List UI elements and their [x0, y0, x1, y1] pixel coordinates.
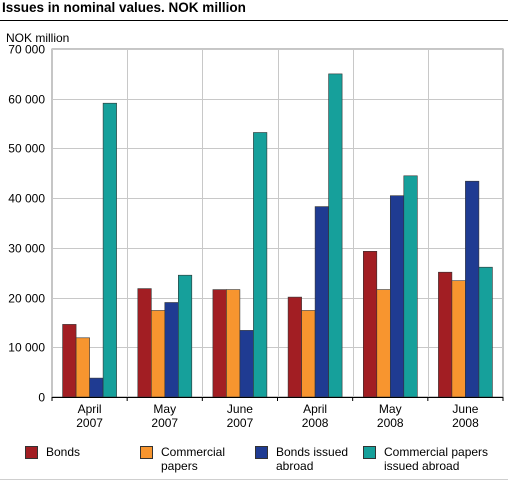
x-tick-label: 2008 — [302, 416, 329, 430]
bar — [438, 271, 453, 398]
y-axis-label: NOK million — [6, 31, 70, 45]
x-tick-label: 2007 — [227, 416, 254, 430]
bar — [287, 296, 302, 398]
x-tick-label: 2008 — [377, 416, 404, 430]
x-tick-label: April — [78, 402, 102, 416]
bar — [226, 289, 241, 398]
bar — [75, 337, 90, 398]
y-tick-label: 70 000 — [8, 43, 45, 57]
bar — [301, 310, 316, 398]
bar — [89, 377, 104, 398]
bar — [403, 175, 418, 398]
x-tick-label: June — [227, 402, 253, 416]
bar — [212, 289, 227, 398]
bar — [389, 195, 405, 398]
bar — [465, 180, 480, 398]
bar — [178, 274, 193, 398]
y-tick-label: 0 — [38, 391, 45, 405]
title-rule — [0, 20, 508, 21]
bar — [376, 289, 391, 398]
x-tick-label: April — [303, 402, 327, 416]
bar — [137, 288, 152, 398]
bar — [164, 302, 179, 398]
x-tick-label: 2007 — [76, 416, 103, 430]
y-tick-label: 40 000 — [8, 192, 45, 206]
x-tick-label: May — [379, 402, 402, 416]
bar — [478, 266, 493, 398]
bar — [253, 132, 268, 398]
x-tick-label: 2007 — [151, 416, 178, 430]
y-tick-label: 10 000 — [8, 341, 45, 355]
x-tick-label: May — [153, 402, 176, 416]
bar — [102, 102, 117, 398]
y-tick-label: 30 000 — [8, 242, 45, 256]
x-tick-label: June — [452, 402, 478, 416]
bar — [151, 310, 166, 398]
bottom-rule — [0, 479, 508, 480]
bar — [239, 330, 254, 398]
bar — [328, 73, 343, 398]
bar — [62, 324, 77, 398]
bar — [314, 206, 329, 398]
bar — [451, 280, 466, 398]
x-tick-label: 2008 — [452, 416, 479, 430]
chart-title: Issues in nominal values. NOK million — [2, 0, 246, 15]
y-tick-label: 50 000 — [8, 142, 45, 156]
plot-frame — [51, 48, 504, 398]
bar — [362, 251, 378, 398]
y-tick-label: 20 000 — [8, 292, 45, 306]
y-tick-label: 60 000 — [8, 93, 45, 107]
